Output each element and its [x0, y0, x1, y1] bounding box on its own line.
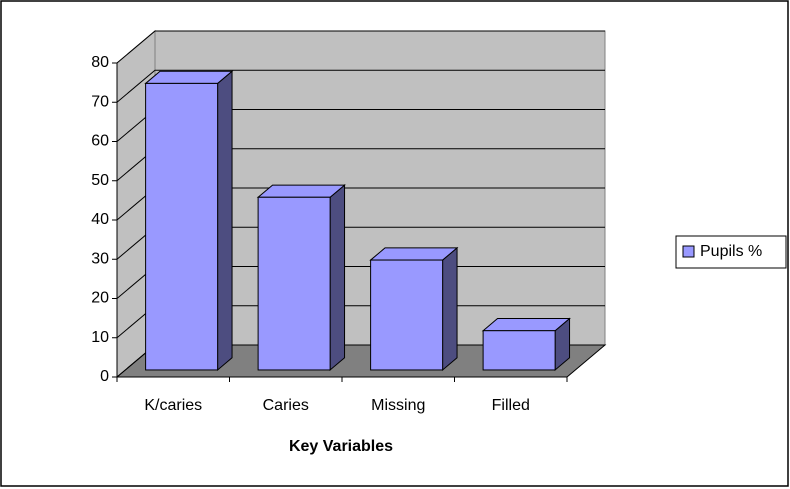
x-axis-title: Key Variables — [289, 438, 393, 455]
bar-front — [482, 330, 556, 371]
bar-top — [256, 184, 346, 198]
bar-front — [257, 196, 331, 371]
y-tick-label: 70 — [91, 93, 109, 110]
y-tick-label: 10 — [91, 329, 109, 346]
y-tick-label: 30 — [91, 250, 109, 267]
legend-swatch — [682, 245, 695, 258]
x-tick-label: Filled — [492, 397, 530, 414]
bar-front — [370, 259, 444, 371]
y-tick-label: 60 — [91, 133, 109, 150]
bar-side — [329, 184, 346, 372]
bar — [256, 184, 346, 372]
bar-front — [145, 82, 219, 371]
x-tick-label: K/caries — [144, 397, 202, 414]
grid-line — [116, 69, 605, 103]
y-tick-label: 0 — [100, 368, 109, 385]
y-tick-label: 50 — [91, 172, 109, 189]
y-tick-label: 80 — [91, 54, 109, 71]
grid-line — [116, 30, 605, 64]
legend-label: Pupils % — [700, 243, 762, 260]
y-tick-label: 40 — [91, 211, 109, 228]
bar-top — [369, 247, 459, 261]
bar — [144, 70, 234, 372]
bar — [481, 317, 571, 372]
bar-top — [144, 70, 234, 84]
bar-top — [481, 318, 571, 332]
plot-area — [112, 29, 607, 382]
bar-side — [442, 246, 458, 372]
y-tick-label: 20 — [91, 290, 109, 307]
x-tick-label: Missing — [371, 397, 425, 414]
bar-side — [217, 70, 233, 372]
x-tick-label: Caries — [263, 397, 309, 414]
bar — [369, 246, 459, 372]
